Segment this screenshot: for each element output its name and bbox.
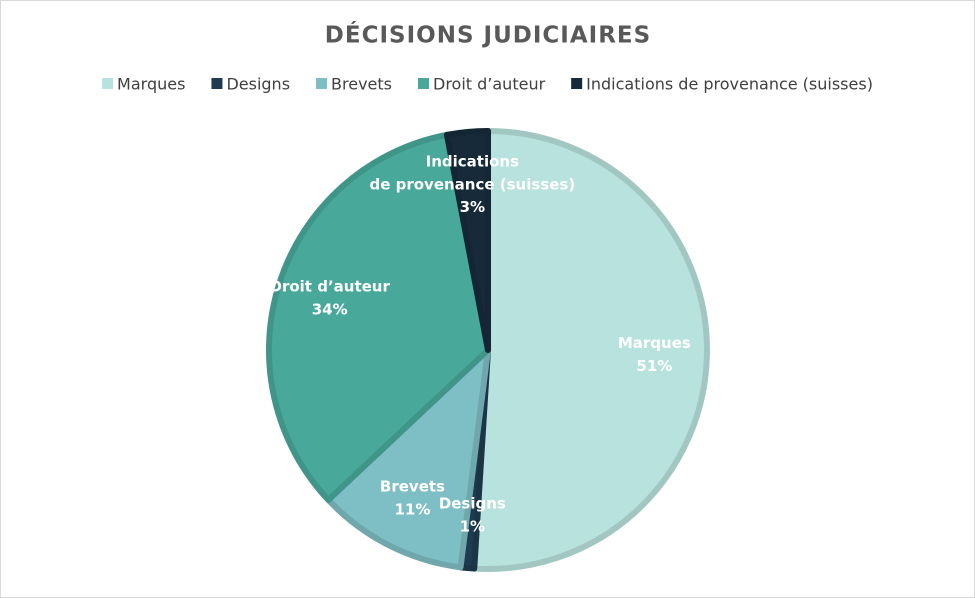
data-label-value: 3% xyxy=(460,198,485,216)
data-label-name: Designs xyxy=(439,495,506,513)
data-label-name: Marques xyxy=(618,334,691,352)
legend-swatch xyxy=(211,78,222,89)
legend-label: Brevets xyxy=(331,75,392,94)
data-label-value: 11% xyxy=(394,500,430,518)
data-label-value: 34% xyxy=(312,301,348,319)
legend-label: Indications de provenance (suisses) xyxy=(586,75,873,94)
data-label-value: 51% xyxy=(636,357,672,375)
legend-label: Droit d’auteur xyxy=(433,75,546,94)
legend-swatch xyxy=(571,78,582,89)
data-label-name: Brevets xyxy=(380,477,445,495)
chart-title: DÉCISIONS JUDICIAIRES xyxy=(325,21,651,49)
legend-swatch xyxy=(102,78,113,89)
legend-swatch xyxy=(316,78,327,89)
chart: DÉCISIONS JUDICIAIRES MarquesDesignsBrev… xyxy=(0,0,975,598)
data-label-line: Indications xyxy=(426,152,519,170)
legend-swatch xyxy=(418,78,429,89)
data-label-value: 1% xyxy=(460,518,485,536)
data-label-name: Droit d’auteur xyxy=(270,278,391,296)
legend-label: Marques xyxy=(117,75,185,94)
legend-label: Designs xyxy=(226,75,290,94)
data-label-line: de provenance (suisses) xyxy=(369,175,575,193)
